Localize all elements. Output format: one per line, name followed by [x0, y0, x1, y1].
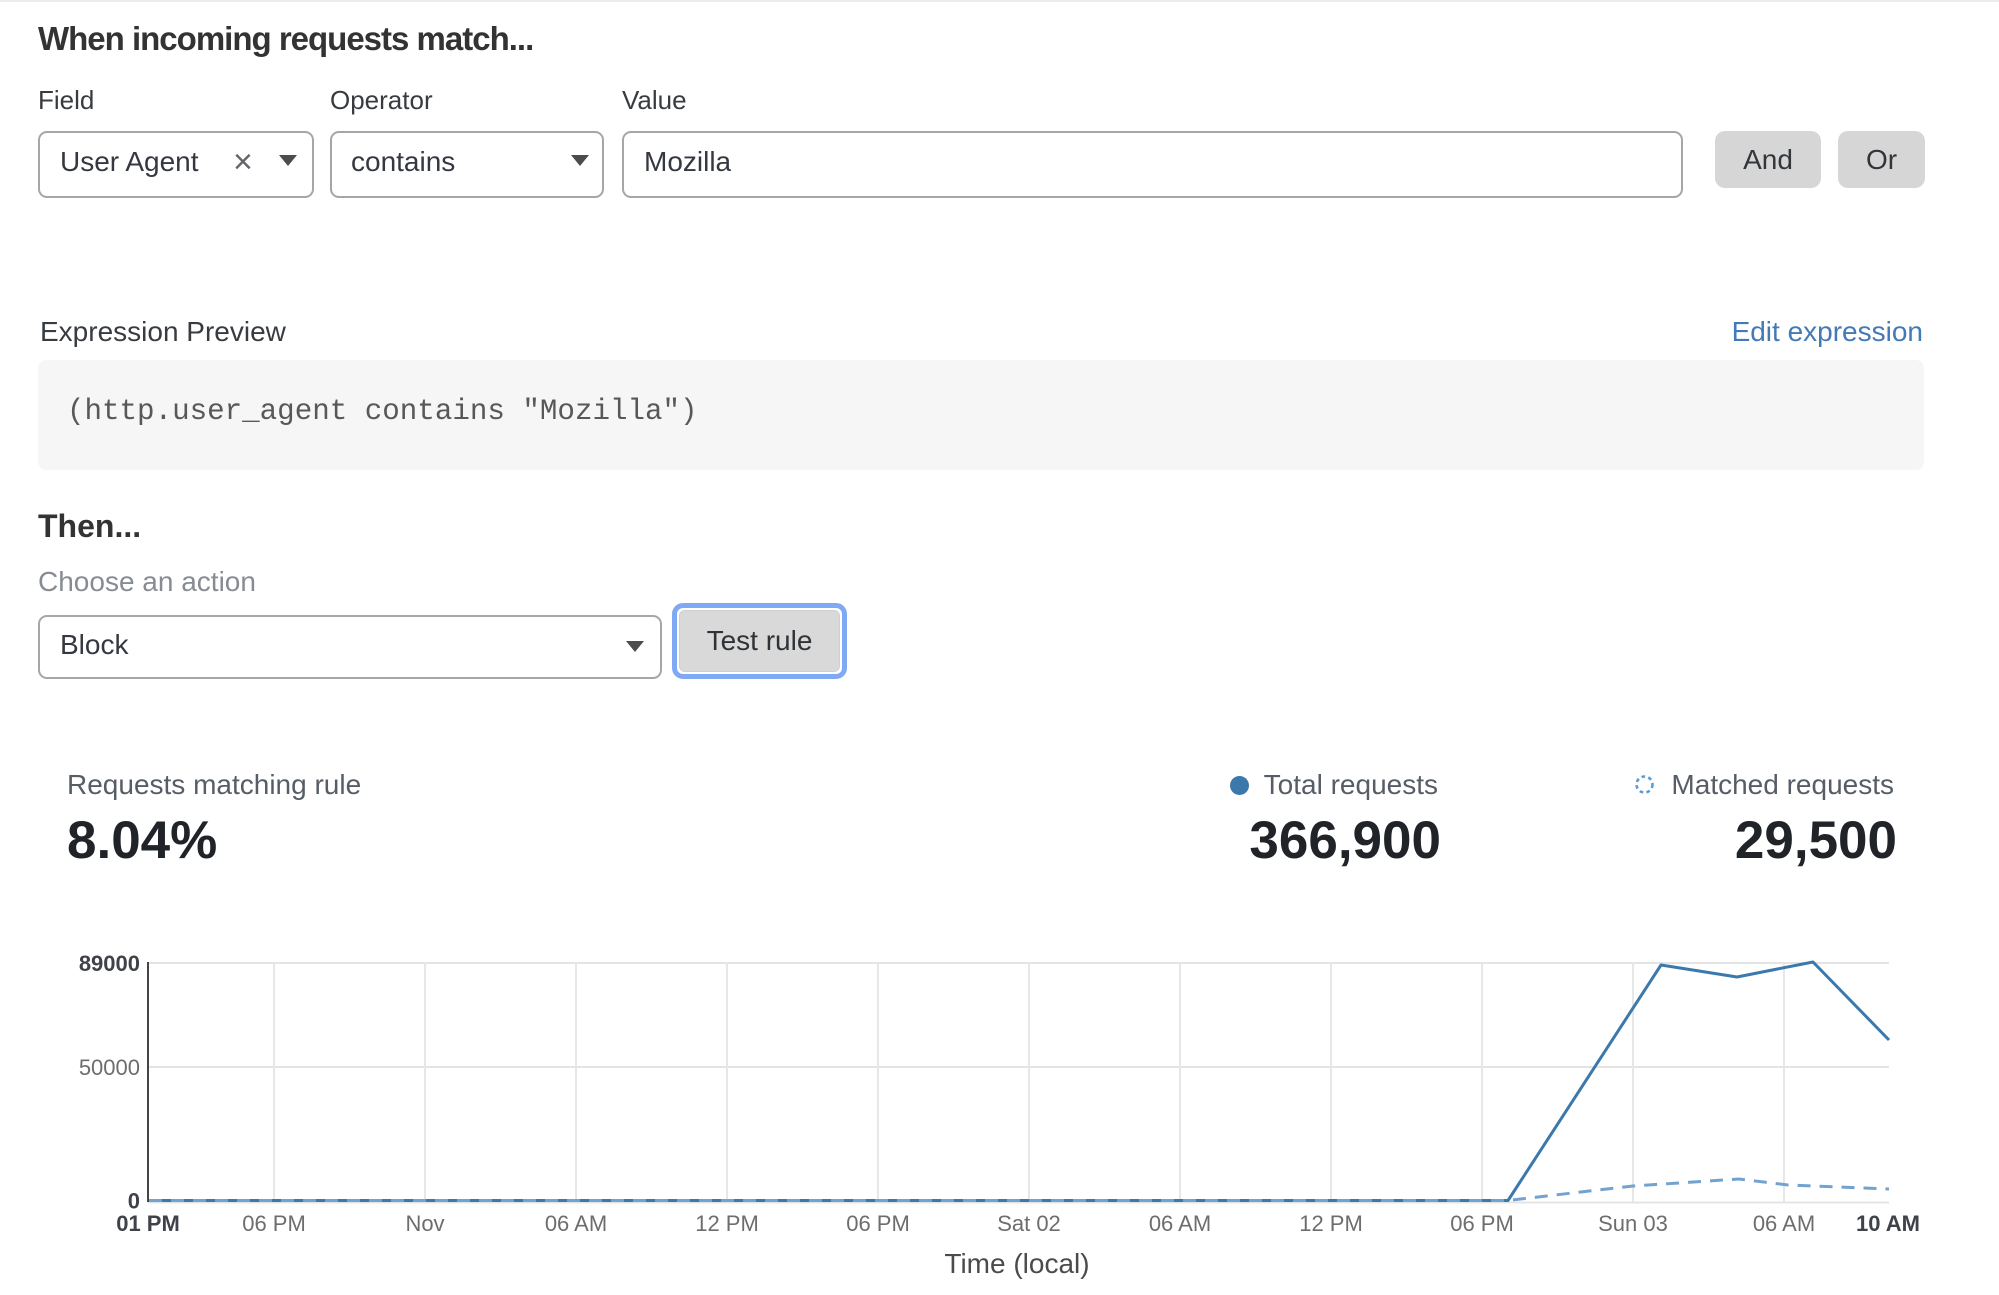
svg-text:Sat 02: Sat 02: [997, 1211, 1061, 1236]
svg-text:0: 0: [128, 1189, 140, 1214]
svg-text:01 PM: 01 PM: [116, 1211, 180, 1236]
svg-text:50000: 50000: [79, 1055, 140, 1080]
svg-text:89000: 89000: [79, 951, 140, 976]
svg-text:06 AM: 06 AM: [545, 1211, 607, 1236]
svg-text:Sun 03: Sun 03: [1598, 1211, 1668, 1236]
svg-text:06 PM: 06 PM: [1450, 1211, 1514, 1236]
svg-text:06 AM: 06 AM: [1753, 1211, 1815, 1236]
svg-text:06 PM: 06 PM: [242, 1211, 306, 1236]
svg-text:06 AM: 06 AM: [1149, 1211, 1211, 1236]
svg-text:12 PM: 12 PM: [695, 1211, 759, 1236]
svg-text:12 PM: 12 PM: [1299, 1211, 1363, 1236]
svg-text:06 PM: 06 PM: [846, 1211, 910, 1236]
svg-text:Nov: Nov: [405, 1211, 444, 1236]
svg-text:10 AM: 10 AM: [1856, 1211, 1920, 1236]
svg-text:Time (local): Time (local): [944, 1248, 1089, 1279]
